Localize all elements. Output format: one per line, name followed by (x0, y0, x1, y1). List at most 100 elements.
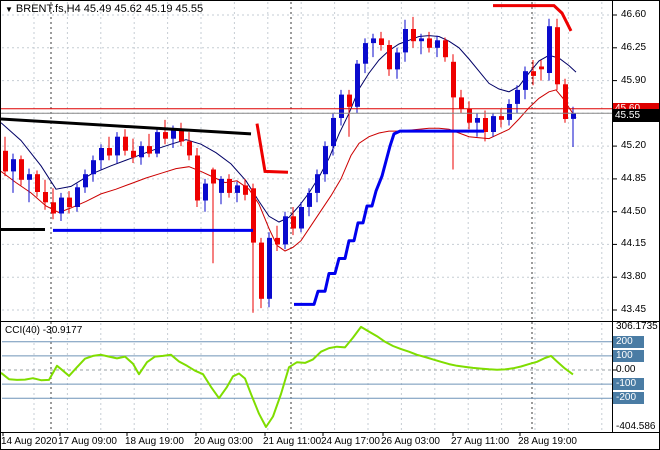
candle-bull (75, 187, 80, 207)
candle-bear (563, 84, 568, 119)
candle-bear (467, 108, 472, 123)
candle-bull (11, 159, 16, 172)
candle-bear (379, 38, 384, 45)
ohlc-values: 45.49 45.62 45.19 45.55 (83, 3, 204, 15)
candle-bull (331, 118, 336, 147)
candle-bear (531, 71, 536, 76)
candle-bear (123, 136, 128, 151)
candle-bear (291, 216, 296, 229)
candle-bull (507, 104, 512, 120)
chart-title: ▼ BRENT.fs,H4 45.49 45.62 45.19 45.55 (5, 3, 203, 15)
cci-max-label: 306.1735 (616, 321, 658, 332)
time-axis-label: 27 Aug 11:00 (451, 436, 510, 447)
candle-bull (203, 183, 208, 201)
candle-bear (211, 169, 216, 184)
candle-bear (243, 185, 248, 195)
cci-line (1, 325, 574, 428)
time-axis-label: 20 Aug 03:00 (194, 436, 253, 447)
cci-level-badge: -100 (613, 378, 644, 390)
price-axis-label: 43.80 (621, 271, 647, 282)
candle-bull (27, 174, 32, 180)
candle-bear (539, 66, 544, 70)
time-axis-label: 21 Aug 11:00 (263, 436, 322, 447)
bid-price-badge: 45.55 (613, 109, 659, 122)
cci-level-badge: -200 (613, 392, 644, 404)
candle-bull (267, 237, 272, 299)
cci-min-label: -404.586 (616, 421, 656, 432)
candle-bear (67, 197, 72, 207)
candle-bear (179, 129, 184, 142)
candle-bear (275, 237, 280, 245)
axis-ticks (2, 14, 617, 436)
candle-bull (171, 129, 176, 139)
candle-bear (555, 27, 560, 85)
candle-bull (419, 38, 424, 42)
candle-bear (3, 150, 8, 172)
candle-bear (19, 159, 24, 180)
candle-bull (371, 38, 376, 44)
candle-bear (147, 146, 152, 154)
candle-bear (187, 141, 192, 156)
candles (3, 16, 576, 313)
candle-bull (339, 94, 344, 118)
price-axis-label: 45.20 (621, 140, 647, 151)
candle-bull (435, 40, 440, 48)
candle-bear (459, 97, 464, 109)
trendline-red-21aug[interactable] (255, 123, 289, 174)
candle-bear (51, 202, 56, 214)
ma-fast-line (1, 35, 577, 223)
candle-bear (163, 132, 168, 139)
candle-bear (227, 178, 232, 193)
candle-bull (475, 118, 480, 123)
candle-bull (395, 52, 400, 70)
dropdown-icon[interactable]: ▼ (5, 5, 13, 14)
indicator-value: -30.9177 (42, 325, 83, 336)
support-step-line-blue[interactable] (294, 129, 484, 306)
trendline-red-top[interactable] (493, 4, 573, 32)
candle-bear (427, 38, 432, 48)
grid (2, 2, 612, 431)
candle-bear (387, 45, 392, 70)
candle-bear (499, 116, 504, 120)
candle-bull (315, 174, 320, 193)
candle-bear (411, 29, 416, 42)
candle-bull (99, 148, 104, 161)
candle-bear (43, 192, 48, 203)
time-axis-label: 26 Aug 03:00 (381, 436, 440, 447)
candle-bear (35, 174, 40, 192)
candle-bull (523, 71, 528, 90)
candle-bull (323, 146, 328, 175)
candle-bull (219, 178, 224, 193)
cci-zero-label: 0.00 (616, 364, 636, 375)
candle-bull (299, 207, 304, 229)
candle-bull (547, 26, 552, 73)
candle-bull (155, 132, 160, 154)
candle-bear (259, 242, 264, 299)
price-axis-label: 43.45 (621, 304, 647, 315)
candle-bear (347, 94, 352, 107)
candle-bull (363, 43, 368, 64)
candle-bull (515, 89, 520, 104)
candle-bull (491, 116, 496, 132)
trendline-black[interactable] (1, 117, 252, 136)
candle-bull (59, 197, 64, 214)
candle-bull (139, 146, 144, 158)
candle-bear (131, 150, 136, 158)
price-axis-label: 45.90 (621, 75, 647, 86)
time-axis-label: 17 Aug 09:00 (58, 436, 117, 447)
time-axis-label: 14 Aug 2020 (1, 436, 58, 447)
symbol-period-label: BRENT.fs,H4 (15, 3, 81, 15)
candle-bull (283, 216, 288, 245)
time-axis-label: 24 Aug 17:00 (321, 436, 380, 447)
time-axis-label: 18 Aug 19:00 (125, 436, 184, 447)
indicator-label: CCI(40) -30.9177 (5, 325, 82, 336)
candle-bull (91, 160, 96, 175)
candle-bull (115, 136, 120, 156)
candle-bear (195, 155, 200, 201)
ma-slow-line (1, 89, 577, 252)
price-axis-label: 44.15 (621, 238, 647, 249)
candle-bull (235, 185, 240, 193)
candle-bull (403, 29, 408, 53)
